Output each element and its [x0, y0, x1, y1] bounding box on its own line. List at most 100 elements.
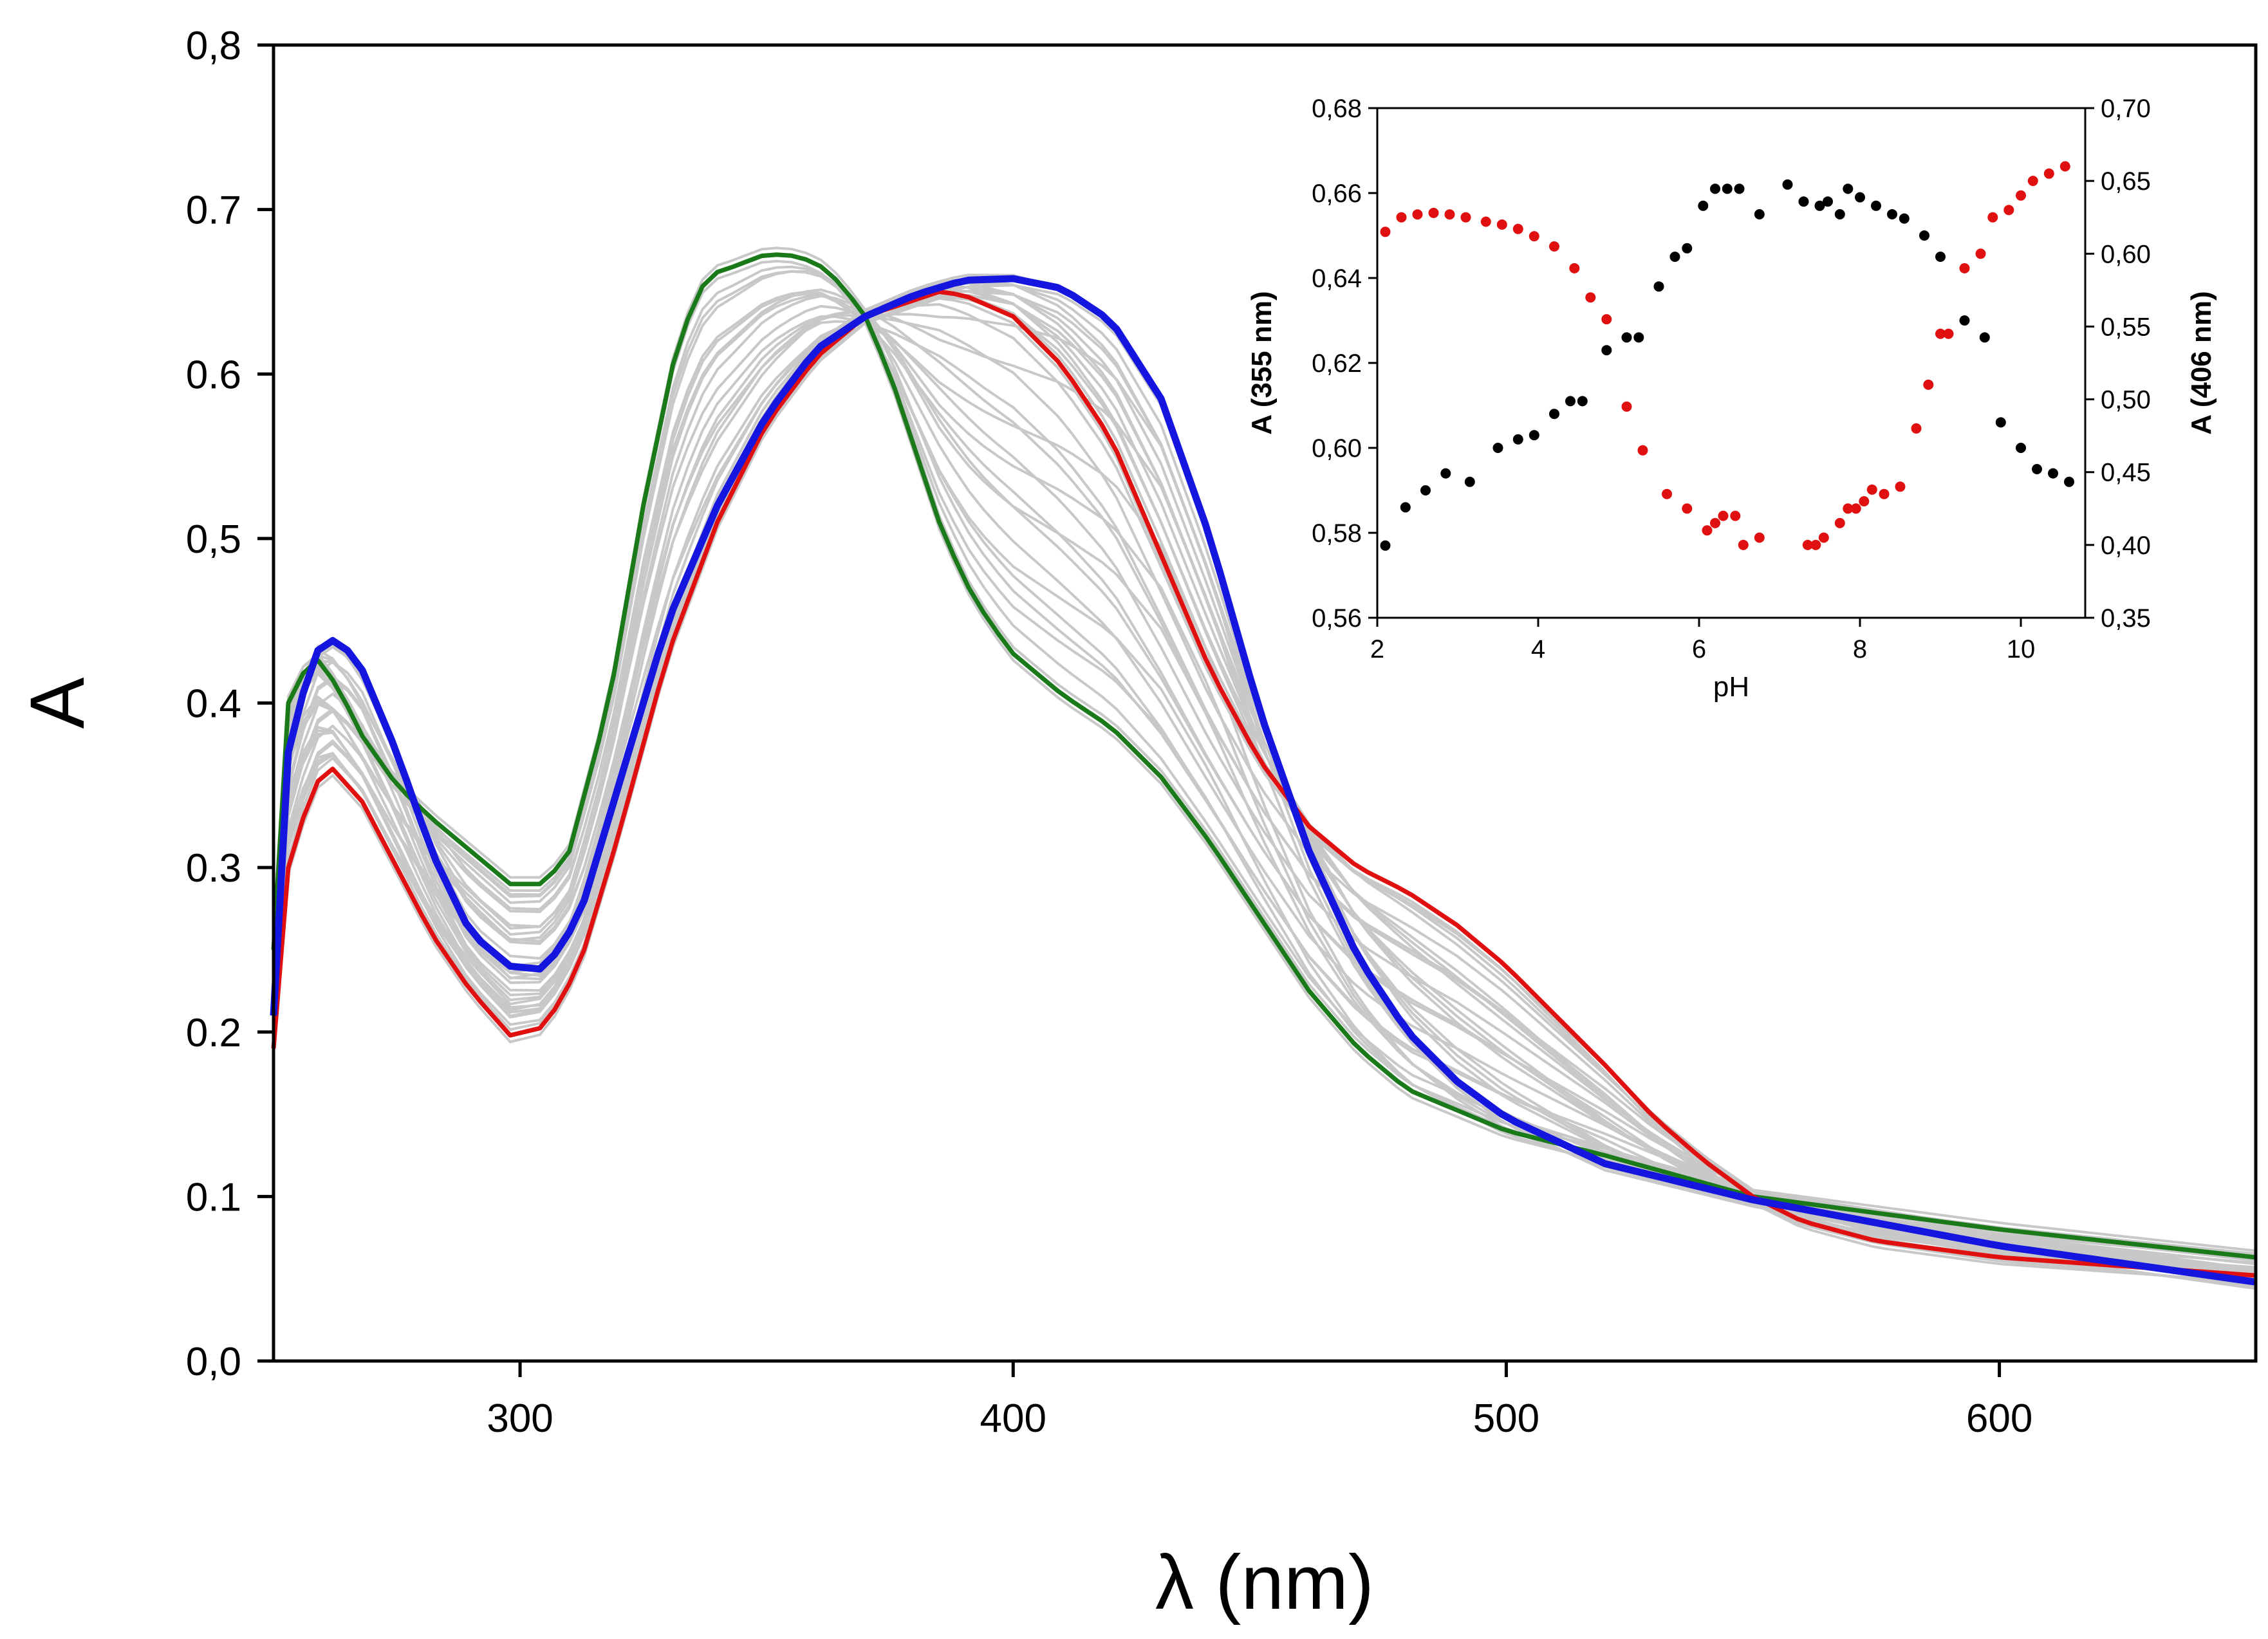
- inset-data-point: [1702, 525, 1713, 536]
- inset-data-point: [1480, 216, 1491, 227]
- main-plot: 300 400 500 600 0,0 0.1 0.2 0.3 0.4 0,5 0.6 0.7 0,8…: [14, 24, 2258, 1625]
- inset-y-tick-label: 0,64: [1312, 264, 1362, 293]
- inset-right-y-axis-title: A (406 nm): [2186, 291, 2217, 434]
- inset-data-point: [1400, 502, 1411, 513]
- inset-data-point: [1899, 213, 1910, 224]
- main-y-tick-label: 0.7: [186, 189, 241, 233]
- inset-background: [1377, 108, 2085, 618]
- inset-data-point: [1380, 227, 1391, 237]
- main-y-tick-label: 0.4: [186, 682, 241, 727]
- inset-data-point: [1987, 212, 1998, 223]
- inset-y2-tick-label: 0,65: [2101, 167, 2151, 196]
- inset-data-point: [1512, 434, 1523, 445]
- inset-x-tick-label: 10: [2007, 635, 2036, 663]
- inset-x-ticks: 2 4 6 8 10: [1370, 618, 2035, 663]
- inset-data-point: [1943, 328, 1954, 339]
- main-y-tick-label: 0.3: [186, 846, 241, 891]
- main-y-axis-title: A: [14, 677, 100, 728]
- inset-data-point: [1662, 488, 1672, 499]
- inset-data-point: [1428, 207, 1439, 218]
- main-x-tick-label: 600: [1966, 1396, 2032, 1441]
- inset-data-point: [1722, 183, 1733, 194]
- background-spectrum-line: [272, 290, 2256, 1288]
- main-y-tick-label: 0,8: [186, 24, 241, 68]
- inset-data-point: [2016, 190, 2026, 201]
- inset-data-point: [1464, 476, 1475, 487]
- inset-data-point: [1887, 209, 1897, 219]
- inset-data-point: [1734, 183, 1745, 194]
- inset-x-tick-label: 8: [1853, 635, 1867, 663]
- inset-data-point: [1959, 315, 1970, 326]
- inset-data-point: [1710, 183, 1720, 194]
- main-x-ticks: 300 400 500 600: [487, 1361, 2032, 1441]
- inset-data-point: [1850, 503, 1861, 514]
- inset-data-point: [1396, 212, 1407, 223]
- inset-data-point: [1577, 396, 1588, 407]
- inset-data-point: [1818, 532, 1829, 543]
- inset-data-point: [1923, 379, 1934, 390]
- inset-data-point: [1698, 200, 1709, 211]
- inset-data-point: [1621, 401, 1632, 412]
- inset-y-tick-label: 0,58: [1312, 519, 1362, 548]
- inset-y-tick-label: 0,56: [1312, 604, 1362, 633]
- inset-y2-tick-label: 0,35: [2101, 604, 2151, 633]
- inset-data-point: [1682, 503, 1693, 514]
- inset-y-tick-label: 0,62: [1312, 349, 1362, 378]
- inset-data-point: [1653, 281, 1664, 292]
- main-y-tick-label: 0,0: [186, 1340, 241, 1384]
- inset-data-point: [1823, 196, 1833, 207]
- inset-data-point: [1637, 445, 1648, 456]
- inset-data-point: [1834, 209, 1845, 219]
- inset-data-point: [1585, 292, 1596, 303]
- inset-data-point: [1492, 443, 1503, 453]
- inset-data-point: [1895, 481, 1906, 492]
- inset-data-point: [1601, 314, 1612, 325]
- inset-data-point: [1843, 183, 1854, 194]
- inset-data-point: [1569, 263, 1580, 273]
- inset-y2-tick-label: 0,40: [2101, 532, 2151, 560]
- inset-data-point: [2043, 168, 2054, 179]
- inset-data-point: [1959, 263, 1970, 273]
- inset-right-y-ticks: 0,35 0,40 0,45 0,50 0,55 0,60 0,65 0,70: [2085, 95, 2151, 633]
- inset-x-tick-label: 6: [1692, 635, 1706, 663]
- inset-data-point: [1460, 212, 1471, 223]
- background-spectrum-line: [272, 315, 2256, 1275]
- inset-x-tick-label: 4: [1531, 635, 1545, 663]
- inset-data-point: [2003, 205, 2014, 216]
- inset-y-tick-label: 0,60: [1312, 434, 1362, 463]
- inset-data-point: [1855, 192, 1865, 203]
- inset-y2-tick-label: 0,55: [2101, 313, 2151, 341]
- inset-data-point: [2059, 161, 2070, 172]
- inset-data-point: [1798, 196, 1809, 207]
- inset-y2-tick-label: 0,60: [2101, 240, 2151, 268]
- inset-data-point: [1669, 252, 1680, 262]
- main-x-tick-label: 400: [980, 1396, 1046, 1441]
- inset-data-point: [1935, 328, 1946, 339]
- inset-data-point: [2027, 176, 2038, 187]
- main-y-tick-label: 0.6: [186, 353, 241, 397]
- inset-data-point: [1710, 517, 1720, 528]
- main-y-tick-label: 0.1: [186, 1175, 241, 1219]
- inset-data-point: [1935, 252, 1946, 262]
- inset-data-point: [1549, 241, 1559, 252]
- inset-data-point: [1843, 503, 1854, 514]
- inset-data-point: [1911, 423, 1922, 434]
- inset-data-point: [1549, 409, 1559, 420]
- inset-data-point: [1782, 179, 1793, 190]
- inset-data-point: [1633, 332, 1644, 343]
- main-y-tick-label: 0.2: [186, 1011, 241, 1055]
- inset-x-axis-title: pH: [1713, 671, 1749, 703]
- inset-data-point: [1444, 209, 1455, 220]
- inset-left-y-ticks: 0,56 0,58 0,60 0,62 0,64 0,66 0,68: [1312, 95, 1377, 633]
- inset-data-point: [1810, 539, 1821, 550]
- inset-x-tick-label: 2: [1370, 635, 1384, 663]
- main-x-tick-label: 300: [487, 1396, 553, 1441]
- inset-y2-tick-label: 0,50: [2101, 386, 2151, 414]
- inset-left-y-axis-title: A (355 nm): [1246, 291, 1278, 434]
- inset-data-point: [1975, 248, 1986, 259]
- inset-data-point: [1512, 223, 1523, 234]
- inset-data-point: [1730, 510, 1741, 521]
- inset-data-point: [1529, 231, 1539, 242]
- inset-data-point: [2048, 468, 2058, 479]
